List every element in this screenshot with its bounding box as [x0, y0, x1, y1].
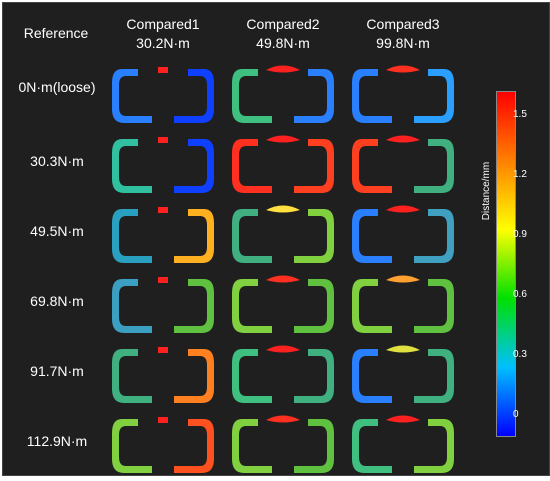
- column-title-compared3: Compared3 99.8N·m: [343, 15, 463, 53]
- middle-contact-region: [158, 347, 168, 353]
- middle-contact-region: [386, 345, 420, 353]
- contact-map: [348, 341, 458, 411]
- reference-title: Reference: [23, 25, 89, 41]
- contact-map: [228, 341, 338, 411]
- row-label: 91.7N·m: [30, 363, 84, 379]
- row-label: 30.3N·m: [30, 153, 84, 169]
- right-contact-region: [174, 209, 214, 263]
- middle-contact-region: [266, 415, 300, 423]
- right-contact-region: [414, 419, 454, 473]
- middle-contact-region: [386, 65, 420, 73]
- middle-contact-region: [386, 415, 420, 423]
- right-contact-region: [414, 279, 454, 333]
- contact-map: [348, 271, 458, 341]
- contact-map: [108, 201, 218, 271]
- column-name: Compared1: [126, 16, 200, 32]
- middle-contact-region: [158, 277, 168, 283]
- right-contact-region: [294, 139, 334, 193]
- left-contact-region: [352, 349, 392, 403]
- middle-contact-region: [266, 135, 300, 143]
- colorbar-tick: 1.2: [513, 169, 527, 180]
- row-label: 69.8N·m: [30, 293, 84, 309]
- left-contact-region: [112, 209, 152, 263]
- contact-map: [108, 411, 218, 481]
- middle-contact-region: [158, 137, 168, 143]
- left-contact-region: [232, 209, 272, 263]
- middle-contact-region: [158, 67, 168, 73]
- left-contact-region: [112, 69, 152, 123]
- column-name: Compared3: [366, 16, 440, 32]
- left-contact-region: [232, 349, 272, 403]
- contact-map: [108, 61, 218, 131]
- left-contact-region: [352, 279, 392, 333]
- right-contact-region: [414, 139, 454, 193]
- column-title-compared2: Compared2 49.8N·m: [223, 15, 343, 53]
- left-contact-region: [112, 139, 152, 193]
- middle-contact-region: [266, 345, 300, 353]
- colorbar-tick: 1.5: [513, 109, 527, 120]
- colorbar-label: Distance/mm: [481, 161, 492, 221]
- contact-map: [228, 201, 338, 271]
- contact-map: [228, 411, 338, 481]
- column-name: Compared2: [246, 16, 320, 32]
- middle-contact-region: [386, 135, 420, 143]
- right-contact-region: [174, 69, 214, 123]
- left-contact-region: [232, 279, 272, 333]
- column-title-compared1: Compared1 30.2N·m: [103, 15, 223, 53]
- left-contact-region: [352, 419, 392, 473]
- middle-contact-region: [386, 275, 420, 283]
- right-contact-region: [174, 279, 214, 333]
- right-contact-region: [294, 349, 334, 403]
- colorbar-tick: 0: [513, 409, 519, 420]
- right-contact-region: [414, 209, 454, 263]
- column-torque: 30.2N·m: [136, 35, 190, 51]
- right-contact-region: [294, 69, 334, 123]
- right-contact-region: [414, 349, 454, 403]
- right-contact-region: [294, 279, 334, 333]
- left-contact-region: [232, 139, 272, 193]
- column-torque: 99.8N·m: [376, 35, 430, 51]
- contact-map: [348, 201, 458, 271]
- right-contact-region: [174, 419, 214, 473]
- right-contact-region: [174, 139, 214, 193]
- contact-map: [228, 271, 338, 341]
- contact-map: [228, 131, 338, 201]
- right-contact-region: [294, 209, 334, 263]
- middle-contact-region: [266, 275, 300, 283]
- left-contact-region: [112, 279, 152, 333]
- contact-map: [108, 341, 218, 411]
- middle-contact-region: [158, 417, 168, 423]
- right-contact-region: [294, 419, 334, 473]
- row-label: 49.5N·m: [30, 223, 84, 239]
- left-contact-region: [352, 209, 392, 263]
- left-contact-region: [112, 419, 152, 473]
- right-contact-region: [174, 349, 214, 403]
- left-contact-region: [352, 139, 392, 193]
- middle-contact-region: [266, 65, 300, 73]
- colorbar: [496, 91, 516, 437]
- left-contact-region: [232, 69, 272, 123]
- right-contact-region: [414, 69, 454, 123]
- row-label: 0N·m(loose): [18, 79, 96, 95]
- middle-contact-region: [386, 205, 420, 213]
- middle-contact-region: [158, 207, 168, 213]
- left-contact-region: [112, 349, 152, 403]
- contact-map: [348, 411, 458, 481]
- colorbar-tick: 0.6: [513, 289, 527, 300]
- contact-map: [108, 131, 218, 201]
- contact-map: [348, 61, 458, 131]
- left-contact-region: [232, 419, 272, 473]
- contact-map: [348, 131, 458, 201]
- left-contact-region: [352, 69, 392, 123]
- middle-contact-region: [266, 205, 300, 213]
- colorbar-tick: 0.9: [513, 229, 527, 240]
- contact-map: [108, 271, 218, 341]
- row-label: 112.9N·m: [26, 433, 88, 449]
- contact-map: [228, 61, 338, 131]
- colorbar-tick: 0.3: [513, 349, 527, 360]
- column-torque: 49.8N·m: [256, 35, 310, 51]
